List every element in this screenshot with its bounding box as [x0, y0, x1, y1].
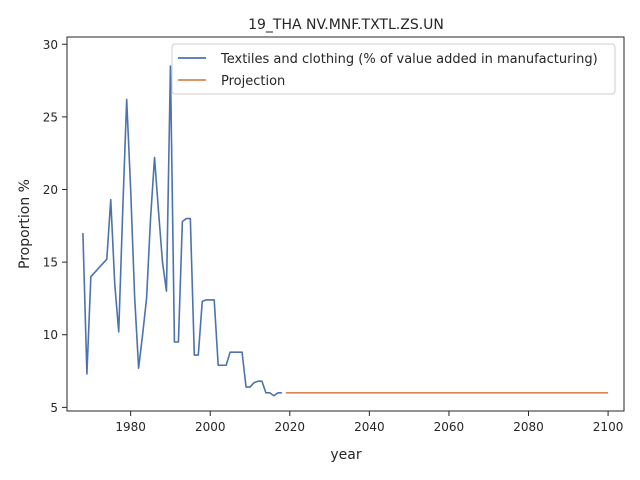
legend-label-projection: Projection — [221, 74, 285, 89]
x-tick-label: 2060 — [434, 420, 465, 434]
y-tick-label: 25 — [43, 110, 58, 124]
legend-box — [171, 43, 616, 95]
series-layer — [82, 65, 609, 397]
y-tick-label: 20 — [43, 183, 58, 197]
x-axis-label: year — [330, 447, 361, 463]
x-tick-label: 2040 — [354, 420, 385, 434]
chart-title: 19_THA NV.MNF.TXTL.ZS.UN — [248, 17, 444, 33]
y-axis-label: Proportion % — [17, 179, 33, 269]
plot-frame — [66, 36, 625, 412]
x-tick-label: 2080 — [513, 420, 544, 434]
x-tick-label: 2020 — [275, 420, 306, 434]
y-tick-label: 5 — [50, 401, 58, 415]
legend: Textiles and clothing (% of value added … — [171, 43, 616, 95]
plot-area: 1980 2000 2020 2040 2060 2080 2100 5 10 15 20 25 30 — [43, 36, 625, 434]
legend-label-textiles: Textiles and clothing (% of value added … — [220, 52, 598, 67]
y-tick-label: 15 — [43, 256, 58, 270]
y-tick-label: 30 — [43, 38, 58, 52]
y-tick-label: 10 — [43, 328, 58, 342]
x-tick-label: 2100 — [593, 420, 624, 434]
x-tick-label: 1980 — [115, 420, 146, 434]
x-axis-ticks: 1980 2000 2020 2040 2060 2080 2100 — [115, 411, 623, 434]
series-line-textiles — [82, 65, 282, 397]
y-axis-ticks: 5 10 15 20 25 30 — [43, 38, 67, 415]
x-tick-label: 2000 — [195, 420, 226, 434]
